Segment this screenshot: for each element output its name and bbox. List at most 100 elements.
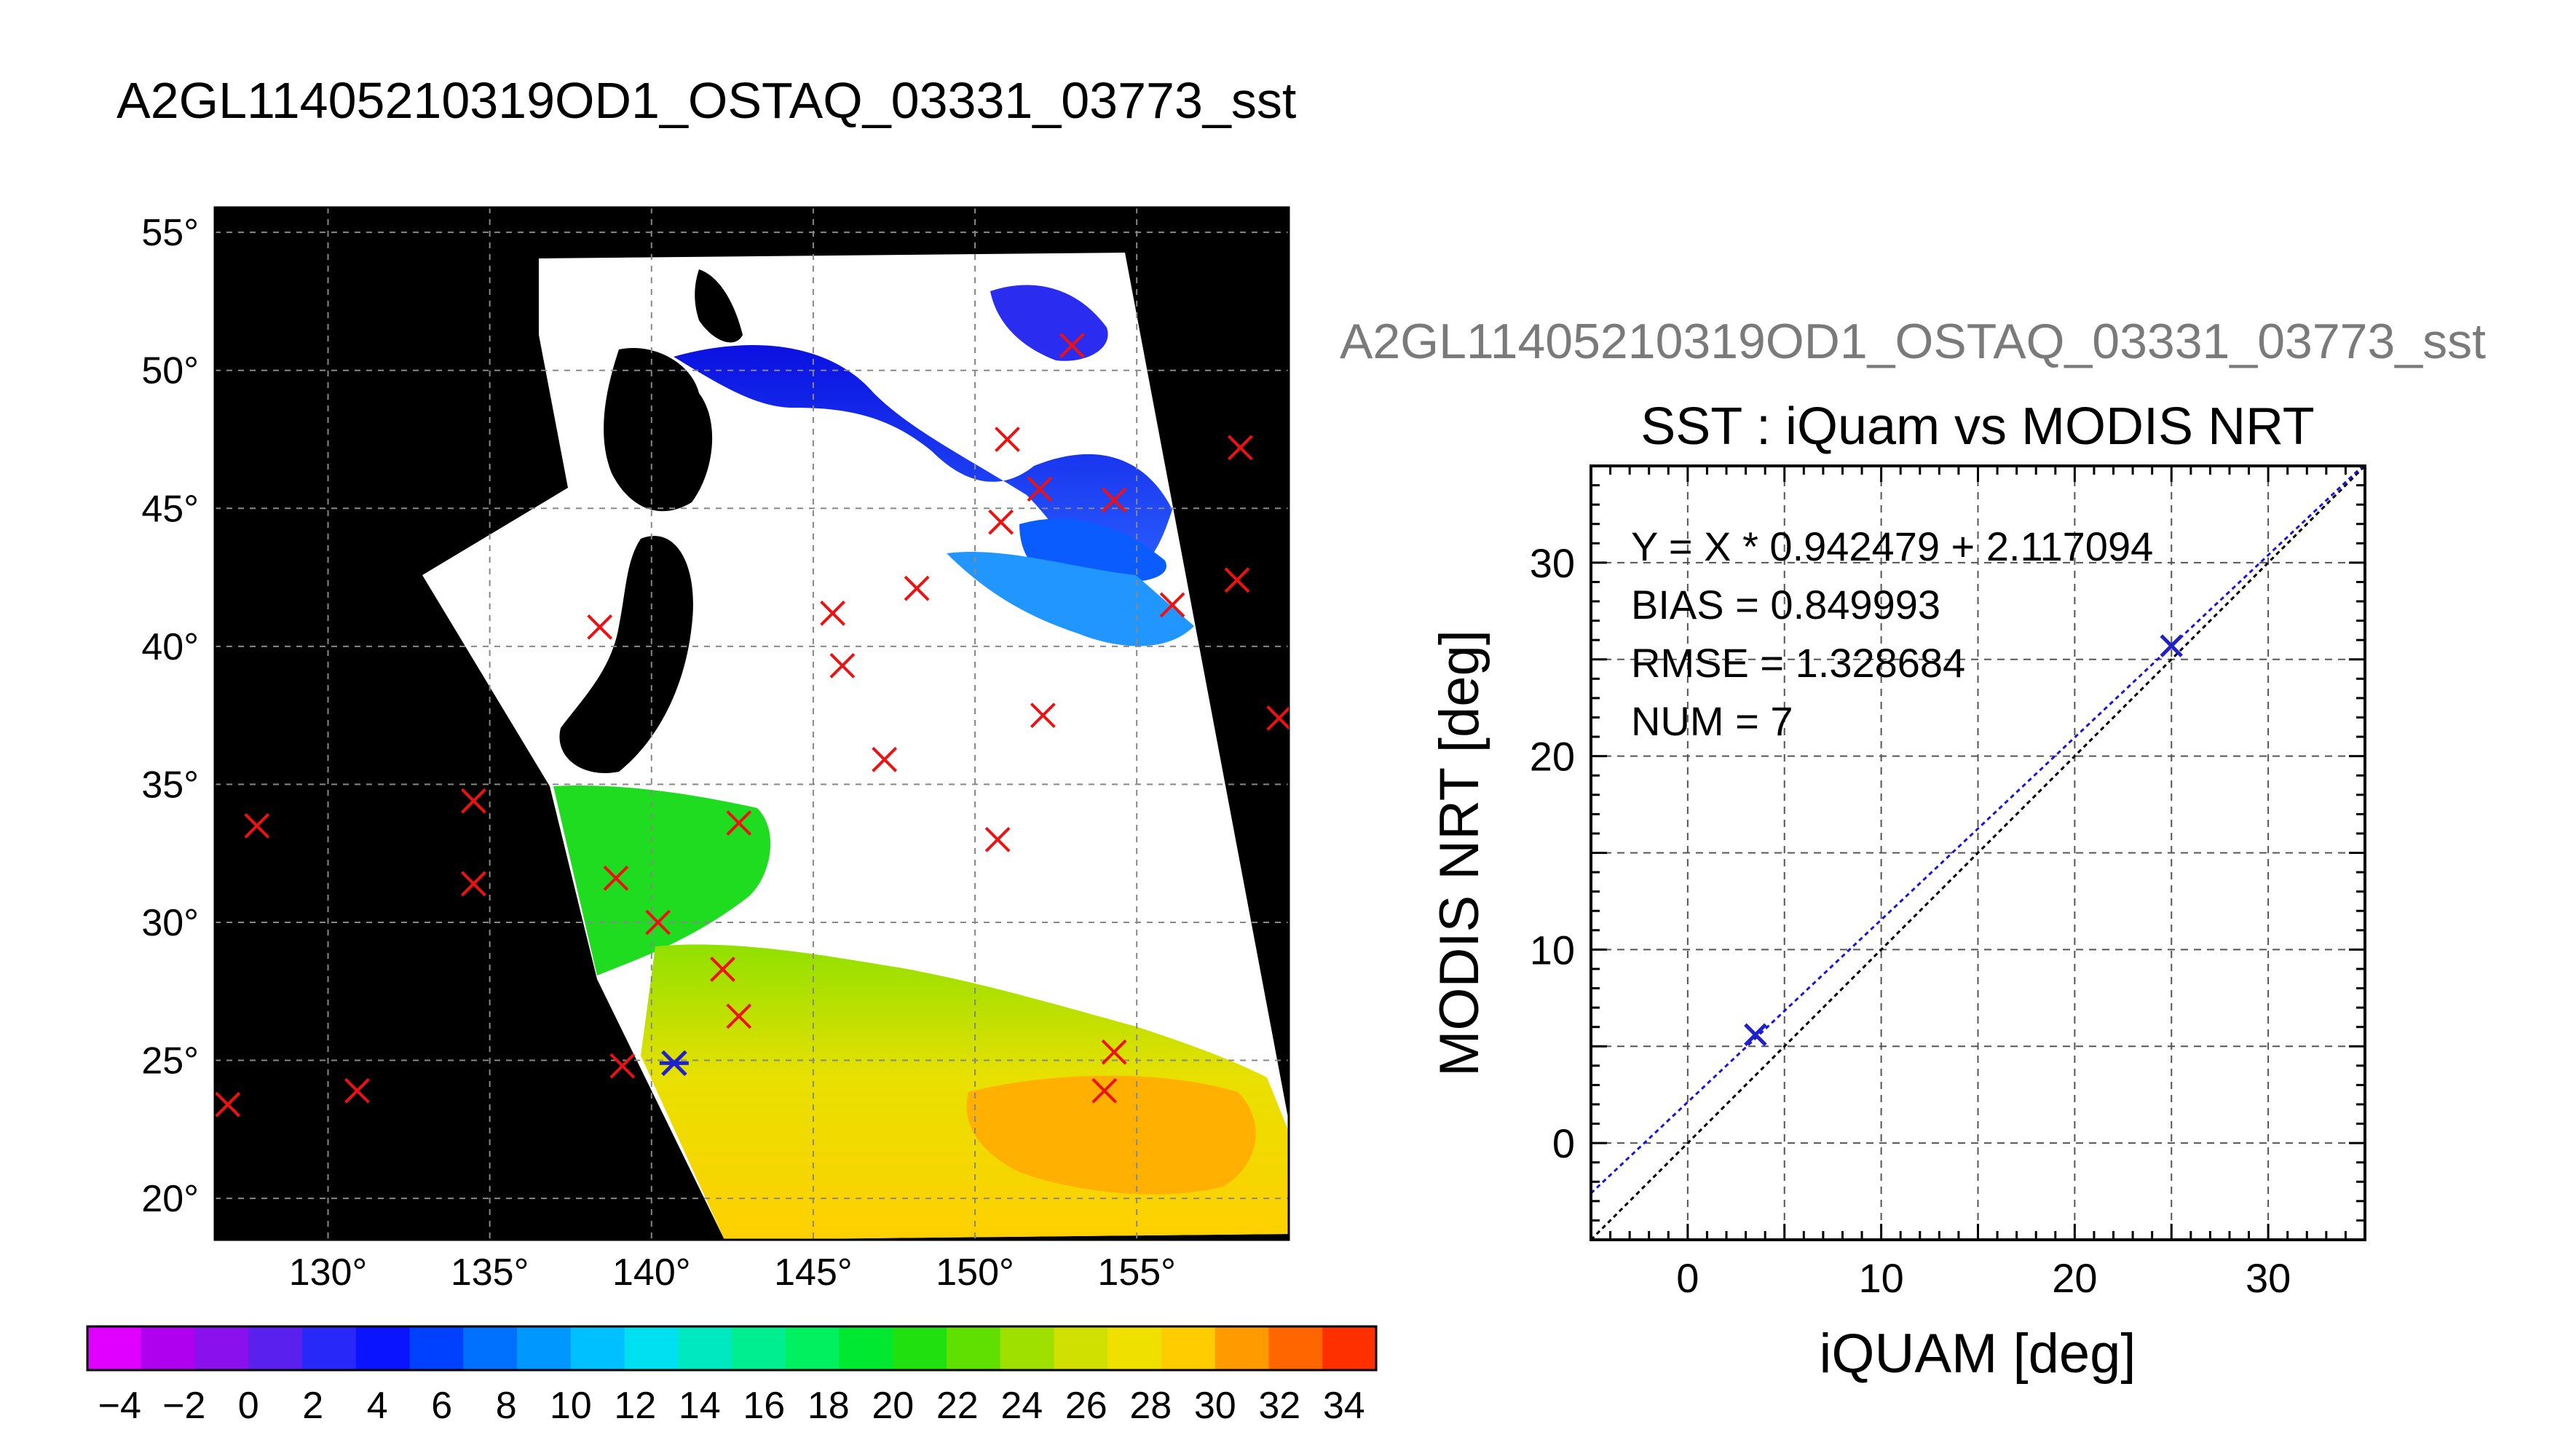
sst-warm-region	[553, 786, 771, 976]
colorbar-tick-label: 14	[679, 1385, 721, 1427]
matchup-marker-red-stroke-b	[1027, 476, 1053, 502]
matchup-marker-red-stroke-b	[1266, 706, 1289, 731]
page-title: A2GL11405210319OD1_OSTAQ_03331_03773_sst	[117, 72, 1297, 129]
sst-mid-patch	[947, 551, 1194, 646]
colorbar-bin	[947, 1326, 1001, 1370]
map-y-tick-label: 40°	[141, 626, 199, 668]
colorbar-bin	[141, 1326, 195, 1370]
colorbar-bin	[463, 1326, 518, 1370]
matchup-marker-red-stroke-b	[726, 810, 752, 836]
map-x-tick-label: 150°	[936, 1251, 1014, 1294]
scatter-point-stroke-b	[2160, 634, 2184, 657]
map-y-tick-label: 55°	[141, 212, 199, 254]
colorbar-bin	[570, 1326, 625, 1370]
scatter-annotation: Y = X * 0.942479 + 2.117094	[1631, 523, 2153, 569]
matchup-marker-red	[726, 1003, 752, 1029]
matchup-marker-red	[461, 788, 486, 814]
colorbar-tick-label: 12	[614, 1385, 656, 1427]
scatter-x-tick-label: 10	[1858, 1255, 1903, 1301]
colorbar-bin	[893, 1326, 947, 1370]
scatter-x-axis-label: iQUAM [deg]	[1819, 1323, 2136, 1385]
scatter-frame	[1590, 464, 2366, 1241]
matchup-marker-red	[587, 614, 613, 640]
matchup-marker-red	[820, 600, 845, 626]
matchup-marker-red-stroke-b	[344, 1077, 370, 1104]
colorbar-tick-labels: −4 −2 0 2 4 6 8 10 12 14 16 18 20 22 24 26 28 30 32 34	[98, 1385, 1365, 1427]
land-sakhalin	[695, 269, 743, 343]
matchup-marker-red-stroke-b	[1030, 703, 1056, 729]
map-x-tick-label: 130°	[289, 1251, 368, 1294]
colorbar-bin	[409, 1326, 464, 1370]
matchup-marker-red	[1091, 1077, 1118, 1104]
scatter-y-axis-label: MODIS NRT [deg]	[1429, 630, 1490, 1077]
map-x-tick-label: 155°	[1097, 1251, 1176, 1294]
colorbar-tick-label: 32	[1258, 1385, 1300, 1427]
scatter-point	[1744, 1023, 1767, 1047]
map-grid	[215, 207, 1289, 1240]
map-x-tick-label: 135°	[451, 1251, 529, 1294]
matchup-marker-red-stroke-b	[215, 1091, 241, 1117]
colorbar-tick-label: 18	[807, 1385, 850, 1427]
matchup-marker-red-stroke-b	[461, 788, 486, 814]
matchup-marker-red	[1101, 1039, 1127, 1065]
matchup-marker-red	[726, 810, 752, 836]
colorbar-bin	[1322, 1326, 1377, 1370]
matchup-marker-red-stroke-b	[645, 909, 671, 935]
matchup-marker-red-stroke-b	[1159, 592, 1185, 618]
scatter-annotation: RMSE = 1.328684	[1631, 640, 1965, 686]
scatter-y-tick-label: 0	[1552, 1120, 1575, 1166]
matchup-marker-red-stroke-b	[603, 865, 629, 891]
scatter-annotation: BIAS = 0.849993	[1631, 582, 1940, 628]
matchup-marker-red	[872, 746, 898, 772]
sst-map-panel: 130° 135° 140° 145° 150° 155° 20° 25° 30° 35° 40°…	[141, 206, 1290, 1294]
scatter-title: SST : iQuam vs MODIS NRT	[1640, 397, 2315, 456]
matchup-marker-red-stroke-b	[904, 575, 930, 601]
colorbar-tick-label: 34	[1323, 1385, 1365, 1427]
map-y-tick-label: 20°	[141, 1178, 199, 1220]
matchup-marker-red	[995, 427, 1020, 452]
matchup-marker-red-stroke-b	[609, 1053, 636, 1079]
matchup-marker-red	[904, 575, 930, 601]
sst-hot-patch	[966, 1075, 1256, 1195]
colorbar-bin	[194, 1326, 249, 1370]
matchup-marker-red	[1030, 703, 1056, 729]
scatter-x-tick-label: 30	[2246, 1255, 2291, 1301]
colorbar-bin	[678, 1326, 732, 1370]
map-y-tick-label: 50°	[141, 350, 199, 392]
scatter-y-tick-label: 30	[1530, 540, 1575, 586]
map-y-tick-label: 30°	[141, 902, 199, 944]
colorbar-tick-label: 28	[1129, 1385, 1172, 1427]
regression-line	[1591, 466, 2365, 1195]
matchup-marker-red-stroke-b	[244, 812, 270, 839]
colorbar-bin	[87, 1326, 142, 1370]
matchup-marker-red	[1059, 333, 1085, 358]
matchup-marker-red-stroke-b	[587, 614, 613, 640]
matchup-marker-red	[1101, 487, 1127, 513]
scatter-point-stroke-b	[1744, 1023, 1767, 1047]
matchup-marker-red	[1159, 592, 1185, 618]
scatter-y-tick-labels: 0 10 20 30	[1530, 540, 1575, 1166]
matchup-marker-red	[1027, 476, 1053, 502]
colorbar-tick-label: 6	[431, 1385, 452, 1427]
colorbar-tick-label: 8	[496, 1385, 517, 1427]
colorbar: −4 −2 0 2 4 6 8 10 12 14 16 18 20 22 24 26 28 30 32 34	[86, 1325, 1378, 1427]
colorbar-bin	[785, 1326, 840, 1370]
map-y-tick-label: 45°	[141, 488, 199, 530]
scatter-lines	[1591, 466, 2365, 1240]
matchup-marker-red-stroke-b	[995, 427, 1020, 452]
matchup-marker-red-stroke-b	[1227, 435, 1253, 461]
colorbar-tick-label: 2	[302, 1385, 323, 1427]
land-honshu	[559, 536, 693, 773]
map-x-tick-label: 145°	[774, 1251, 853, 1294]
map-y-tick-labels: 20° 25° 30° 35° 40° 45° 50° 55°	[141, 212, 199, 1220]
sst-swath	[422, 253, 1289, 1240]
matchup-marker-red	[1266, 705, 1289, 731]
scatter-grid	[1591, 464, 2366, 1240]
matchup-marker-red-stroke-b	[1101, 1039, 1127, 1065]
matchup-marker-red	[603, 865, 629, 891]
colorbar-tick-label: 16	[743, 1385, 785, 1427]
colorbar-tick-label: −2	[162, 1385, 205, 1427]
map-x-tick-labels: 130° 135° 140° 145° 150° 155°	[289, 1251, 1176, 1294]
sst-cold-patch	[990, 285, 1108, 361]
